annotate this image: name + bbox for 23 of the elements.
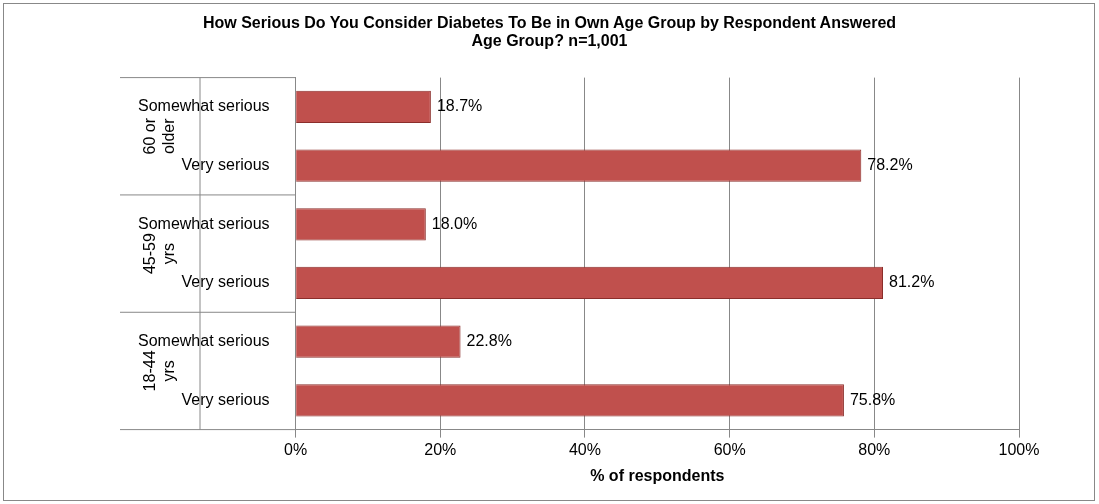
x-tick-label: 100% bbox=[998, 440, 1040, 458]
x-axis-title: % of respondents bbox=[590, 466, 725, 484]
y-tick-label: Very serious bbox=[181, 156, 270, 174]
y-tick-label: Very serious bbox=[181, 390, 270, 408]
data-label: 75.8% bbox=[849, 390, 896, 408]
text: 18-44 yrs bbox=[140, 350, 177, 392]
chart-title: How Serious Do You Consider Diabetes To Be in Own Age Group by Respondent Answered Age Group? n=1,001 bbox=[201, 14, 898, 50]
data-label: 18.0% bbox=[431, 214, 478, 232]
x-tick-label: 20% bbox=[424, 440, 457, 458]
x-tick-label: 80% bbox=[858, 440, 891, 458]
x-tick-label: 60% bbox=[713, 440, 746, 458]
data-label: 22.8% bbox=[466, 332, 512, 350]
y-tick-label: Very serious bbox=[181, 273, 270, 291]
text: 45-59 yrs bbox=[140, 233, 177, 275]
text: 60 or older bbox=[140, 117, 177, 155]
y-tick-label: Somewhat serious bbox=[137, 214, 270, 232]
y-tick-label: Somewhat serious bbox=[137, 332, 270, 350]
y-tick-label: Somewhat serious bbox=[137, 97, 270, 115]
data-label: 18.7% bbox=[436, 97, 483, 115]
data-label: 81.2% bbox=[889, 273, 935, 291]
data-label: 78.2% bbox=[867, 156, 913, 174]
x-tick-label: 40% bbox=[568, 440, 601, 458]
x-tick-label: 0% bbox=[284, 440, 308, 458]
